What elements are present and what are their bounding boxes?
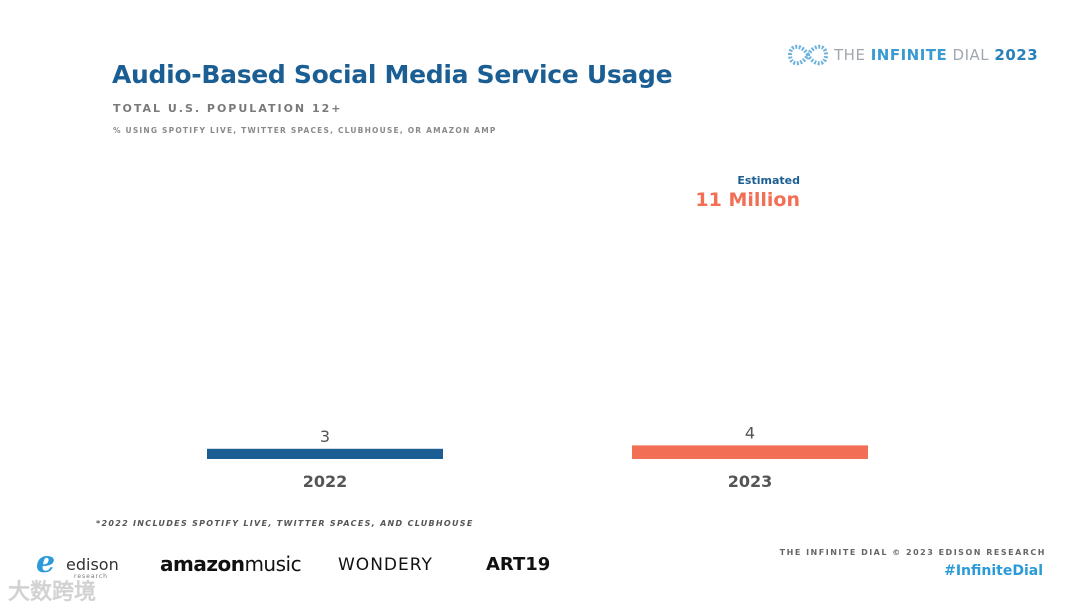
brand-the: THE xyxy=(834,46,871,64)
data-label-2023: 4 xyxy=(745,423,755,442)
amazon-music-logo: amazonmusic xyxy=(160,552,302,576)
subtitle-note: % USING SPOTIFY LIVE, TWITTER SPACES, CL… xyxy=(113,126,497,135)
footnote: *2022 INCLUDES SPOTIFY LIVE, TWITTER SPA… xyxy=(96,519,474,528)
copyright: THE INFINITE DIAL © 2023 EDISON RESEARCH xyxy=(779,548,1046,557)
brand-dial: DIAL xyxy=(947,46,990,64)
edison-e-icon: ℯ xyxy=(36,545,56,580)
wondery-logo: WONDERY xyxy=(338,555,433,575)
watermark: 大数跨境 xyxy=(8,580,97,605)
brand-year: 2023 xyxy=(994,46,1039,64)
data-label-2022: 3 xyxy=(320,427,330,446)
x-tick-label-2022: 2022 xyxy=(303,472,348,491)
page-title: Audio-Based Social Media Service Usage xyxy=(112,60,673,89)
callout-label: Estimated xyxy=(737,174,800,187)
infinite-dial-logo: THE INFINITE DIAL 2023 xyxy=(788,44,1038,66)
subtitle: TOTAL U.S. POPULATION 12+ xyxy=(113,102,343,115)
x-tick-label-2023: 2023 xyxy=(728,472,773,491)
bar-2023 xyxy=(632,445,868,459)
infinity-icon xyxy=(788,44,828,66)
bar-2022 xyxy=(207,448,443,459)
callout-value: 11 Million xyxy=(695,189,800,211)
art19-logo: ART19 xyxy=(486,554,551,575)
hashtag: #InfiniteDial xyxy=(944,563,1043,579)
amazon-text: amazon xyxy=(160,552,245,576)
brand-infinite: INFINITE xyxy=(870,46,948,64)
edison-research-logo: ℯ edison research xyxy=(36,545,119,580)
music-text: music xyxy=(244,552,302,576)
edison-text: edison xyxy=(66,555,119,574)
edison-sub: research xyxy=(74,573,108,580)
